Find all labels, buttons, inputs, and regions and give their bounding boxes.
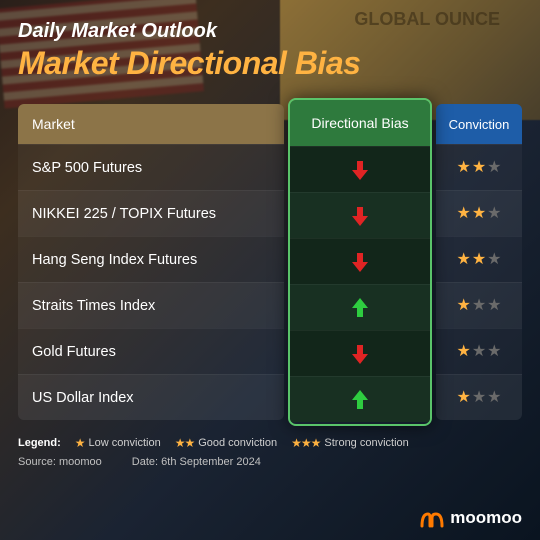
conviction-cell: ★★★	[436, 328, 522, 374]
down-arrow-icon	[350, 251, 370, 273]
market-column: Market S&P 500 FuturesNIKKEI 225 / TOPIX…	[18, 104, 284, 420]
down-arrow-icon	[350, 205, 370, 227]
legend-star-icon: ★★★	[291, 436, 320, 450]
star-icon: ★	[472, 160, 486, 176]
star-icon: ★	[456, 252, 470, 268]
star-icon: ★	[456, 160, 470, 176]
bias-cell	[290, 284, 430, 330]
conviction-stars: ★★★	[456, 252, 501, 268]
page-subtitle: Daily Market Outlook	[18, 20, 522, 43]
conviction-column: Conviction ★★★★★★★★★★★★★★★★★★	[436, 104, 522, 420]
star-icon: ★	[487, 160, 501, 176]
market-cell: Straits Times Index	[18, 282, 284, 328]
bias-column: Directional Bias	[288, 98, 432, 426]
footer-row: Source: moomoo Date: 6th September 2024	[18, 456, 522, 468]
conviction-cell: ★★★	[436, 190, 522, 236]
conviction-stars: ★★★	[456, 206, 501, 222]
source-text: Source: moomoo	[18, 456, 102, 468]
bias-cell	[290, 192, 430, 238]
market-cell: US Dollar Index	[18, 374, 284, 420]
star-icon: ★	[487, 206, 501, 222]
conviction-cell: ★★★	[436, 282, 522, 328]
brand-logo: moomoo	[420, 508, 522, 528]
star-icon: ★	[472, 298, 486, 314]
star-icon: ★	[487, 252, 501, 268]
star-icon: ★	[456, 298, 470, 314]
up-arrow-icon	[350, 389, 370, 411]
conviction-stars: ★★★	[456, 298, 501, 314]
conviction-stars: ★★★	[456, 344, 501, 360]
star-icon: ★	[472, 390, 486, 406]
star-icon: ★	[472, 252, 486, 268]
legend-label: Legend:	[18, 437, 61, 449]
page-title: Market Directional Bias	[18, 45, 522, 82]
legend-item: ★★★Strong conviction	[291, 436, 409, 450]
market-cell: S&P 500 Futures	[18, 144, 284, 190]
brand-name: moomoo	[450, 508, 522, 528]
bias-cell	[290, 376, 430, 422]
legend-item: ★Low conviction	[75, 436, 161, 450]
star-icon: ★	[456, 206, 470, 222]
date-text: Date: 6th September 2024	[132, 456, 261, 468]
conviction-header: Conviction	[436, 104, 522, 144]
market-cell: Gold Futures	[18, 328, 284, 374]
market-cell: NIKKEI 225 / TOPIX Futures	[18, 190, 284, 236]
up-arrow-icon	[350, 297, 370, 319]
down-arrow-icon	[350, 343, 370, 365]
conviction-stars: ★★★	[456, 390, 501, 406]
bias-cell	[290, 146, 430, 192]
conviction-cell: ★★★	[436, 144, 522, 190]
bias-cell	[290, 330, 430, 376]
star-icon: ★	[487, 344, 501, 360]
legend: Legend: ★Low conviction ★★Good convictio…	[18, 436, 522, 450]
bias-header: Directional Bias	[290, 100, 430, 146]
market-cell: Hang Seng Index Futures	[18, 236, 284, 282]
star-icon: ★	[456, 390, 470, 406]
bias-cell	[290, 238, 430, 284]
bias-table: Market S&P 500 FuturesNIKKEI 225 / TOPIX…	[18, 104, 522, 420]
conviction-cell: ★★★	[436, 236, 522, 282]
down-arrow-icon	[350, 159, 370, 181]
legend-star-icon: ★★	[175, 436, 195, 450]
legend-star-icon: ★	[75, 436, 85, 450]
conviction-stars: ★★★	[456, 160, 501, 176]
market-header: Market	[18, 104, 284, 144]
moomoo-icon	[420, 508, 444, 528]
star-icon: ★	[487, 390, 501, 406]
star-icon: ★	[472, 344, 486, 360]
star-icon: ★	[472, 206, 486, 222]
legend-item: ★★Good conviction	[175, 436, 277, 450]
conviction-cell: ★★★	[436, 374, 522, 420]
star-icon: ★	[487, 298, 501, 314]
star-icon: ★	[456, 344, 470, 360]
